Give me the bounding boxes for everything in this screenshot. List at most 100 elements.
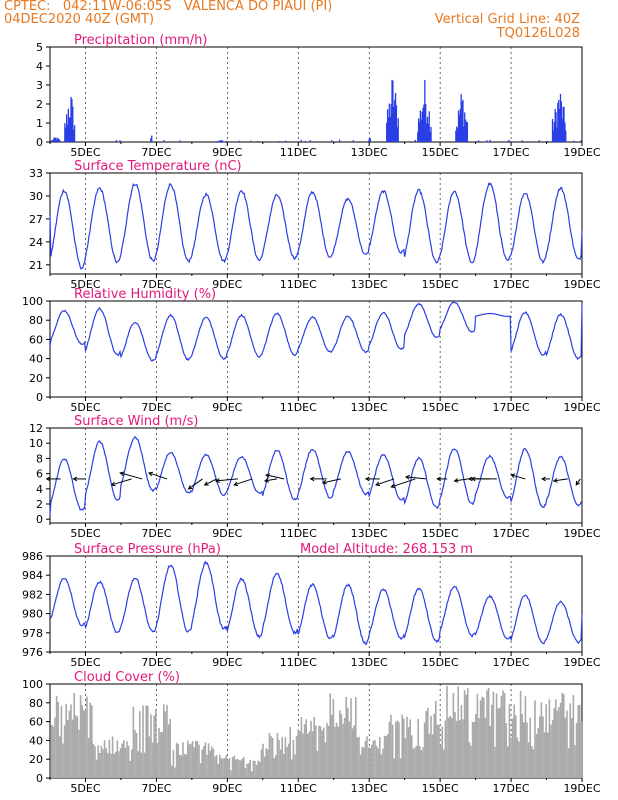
panel-6-x-tick-label: 13DEC [351, 782, 388, 795]
cloud-bar [311, 731, 314, 778]
panel-1-title: Precipitation (mm/h) [74, 33, 207, 48]
panel-5-x-tick-label: 9DEC [212, 656, 242, 669]
precip-bar [56, 139, 58, 142]
cloud-bar [51, 724, 53, 778]
wind-vector [511, 474, 526, 480]
cloud-bar [343, 717, 346, 778]
panel-5-series-line [49, 560, 583, 646]
cloud-bar [467, 687, 469, 778]
precip-bar [478, 140, 480, 142]
cloud-bar [252, 760, 255, 778]
wind-vector-head [263, 478, 269, 483]
cloud-bar [307, 733, 309, 778]
cloud-bar [367, 747, 370, 778]
panel-4-y-tick-label: 0 [36, 513, 43, 526]
precip-bar [68, 117, 70, 142]
precip-bar [394, 93, 397, 142]
cloud-bar [116, 740, 119, 778]
cloud-bar [135, 732, 138, 778]
cloud-bar [70, 704, 72, 778]
cloud-bar [433, 713, 435, 778]
panel-4-x-tick-label: 5DEC [70, 527, 100, 540]
cloud-bar [206, 754, 208, 778]
cloud-bar [340, 713, 343, 778]
cloud-bar [473, 721, 475, 778]
precip-bar [507, 140, 509, 142]
cloud-bar [105, 748, 107, 778]
cloud-bar [204, 742, 207, 778]
panel-1-frame [49, 46, 583, 143]
cloud-bar [478, 718, 480, 778]
cloud-bar [132, 706, 135, 778]
panel-3-y-tick-label: 60 [29, 333, 43, 346]
panel-6-x-tick-label: 7DEC [141, 782, 171, 795]
cloud-bar [548, 699, 551, 778]
panel-4-series-line [49, 435, 583, 516]
panel-5-x-tick-label: 19DEC [563, 656, 600, 669]
panel-4-title: Surface Wind (m/s) [74, 414, 198, 429]
panel-6-y-tick-label: 80 [29, 697, 43, 710]
cloud-bar [271, 737, 274, 778]
cloud-bar [345, 696, 347, 778]
panel-6-y-tick-label: 0 [36, 772, 43, 785]
cloud-bar [310, 720, 312, 778]
precip-bar [425, 123, 428, 142]
cloud-bar [321, 730, 323, 778]
precip-bar [425, 104, 427, 142]
cloud-bar [167, 724, 170, 778]
panel-6-x-tick-label: 11DEC [280, 782, 317, 795]
precip-bar [64, 123, 66, 142]
cloud-bar [65, 703, 67, 778]
cloud-bar [495, 693, 498, 778]
panel-2-x-tick-label: 11DEC [280, 278, 317, 291]
precip-bar [538, 140, 540, 142]
panel-5-x-tick-label: 15DEC [422, 656, 459, 669]
wind-vector [215, 478, 239, 482]
cloud-bar [95, 759, 98, 778]
precip-bar [367, 140, 370, 142]
cloud-bar [425, 711, 427, 778]
wind-vector-head [187, 485, 193, 490]
cloud-bar [484, 718, 487, 778]
panel-5-y-tick-label: 984 [22, 569, 43, 582]
cloud-bar [220, 758, 223, 778]
cloud-bar [348, 721, 351, 778]
panel-2-y-tick-label: 21 [29, 259, 43, 272]
cloud-bar [179, 754, 181, 778]
cloud-bar [463, 690, 466, 778]
cloud-bar [268, 732, 271, 778]
precip-bar [465, 121, 468, 142]
precip-bar [460, 94, 462, 142]
precip-bar [394, 99, 396, 142]
precip-bar [250, 140, 252, 142]
cloud-bar [57, 701, 59, 778]
cloud-bar [371, 744, 373, 778]
panel-6-y-tick-label: 20 [29, 753, 43, 766]
panel-6-title: Cloud Cover (%) [74, 670, 180, 685]
cloud-bar [375, 745, 378, 778]
wind-vector-head [364, 476, 370, 482]
precip-bar [73, 125, 76, 142]
wind-vector-head [390, 483, 396, 489]
cloud-bar [139, 711, 141, 778]
cloud-bar [419, 746, 421, 778]
cloud-bar [99, 753, 101, 778]
panel-3-y-tick-label: 40 [29, 353, 43, 366]
panel-6-x-tick-label: 9DEC [212, 782, 242, 795]
cloud-bar [52, 726, 55, 778]
precip-bar [65, 114, 68, 142]
cloud-bar [283, 753, 285, 778]
precip-bar [458, 114, 461, 142]
panel-5-x-tick-label: 11DEC [280, 656, 317, 669]
cloud-bar [366, 736, 368, 778]
panel-2-x-tick-label: 19DEC [563, 278, 600, 291]
cloud-bar [289, 726, 291, 778]
cloud-bar [439, 745, 442, 778]
panel-1-x-tick-label: 7DEC [141, 146, 171, 159]
cloud-bar [521, 714, 523, 778]
cloud-bar [118, 751, 120, 778]
cloud-bar [223, 757, 226, 778]
precip-bar [390, 104, 392, 142]
cloud-bar [529, 717, 531, 778]
precip-bar [67, 108, 70, 142]
